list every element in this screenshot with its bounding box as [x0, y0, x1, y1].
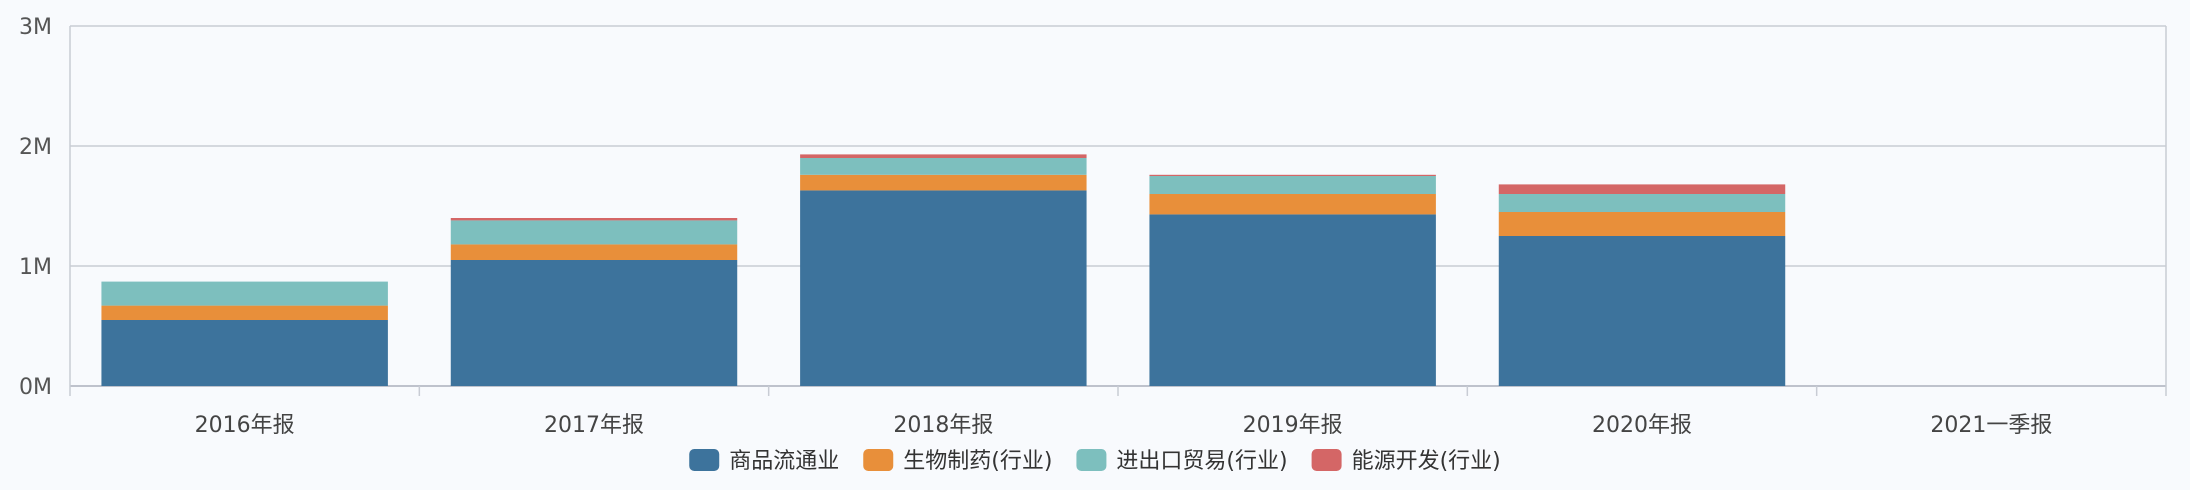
- bar-segment[interactable]: [1498, 184, 1786, 194]
- bar-segment[interactable]: [101, 305, 388, 320]
- legend-swatch: [863, 449, 894, 471]
- x-tick-label: 2018年报: [893, 413, 993, 438]
- y-tick-label: 3M: [19, 15, 52, 40]
- x-tick-label: 2021一季报: [1930, 413, 2052, 438]
- y-tick-label: 0M: [19, 375, 52, 400]
- bar-segment[interactable]: [1149, 176, 1436, 194]
- legend-item[interactable]: 能源开发(行业): [1311, 449, 1501, 474]
- bar-segment[interactable]: [101, 281, 388, 306]
- bar-segment[interactable]: [1149, 214, 1436, 386]
- bar-segment[interactable]: [800, 154, 1087, 158]
- legend: 商品流通业 生物制药(行业) 进出口贸易(行业) 能源开发(行业): [689, 449, 1501, 474]
- bar-segment[interactable]: [1498, 236, 1786, 386]
- bar-segment[interactable]: [1498, 194, 1786, 212]
- legend-label: 能源开发(行业): [1352, 449, 1501, 474]
- legend-label: 商品流通业: [729, 449, 839, 474]
- legend-label: 生物制药(行业): [903, 449, 1052, 474]
- bar-segment[interactable]: [450, 244, 738, 260]
- legend-swatch: [1311, 449, 1342, 471]
- bar-segment[interactable]: [800, 158, 1087, 175]
- bar-segment[interactable]: [1498, 212, 1786, 236]
- legend-item[interactable]: 生物制药(行业): [863, 449, 1052, 474]
- bar-segment[interactable]: [800, 190, 1087, 386]
- x-tick-label: 2016年报: [195, 413, 295, 438]
- bar-segment[interactable]: [450, 218, 738, 221]
- y-tick-label: 1M: [19, 255, 52, 280]
- bar-segment[interactable]: [101, 320, 388, 386]
- y-tick-label: 2M: [19, 135, 52, 160]
- bars: [101, 154, 1786, 386]
- bar-segment[interactable]: [450, 260, 738, 386]
- legend-swatch: [689, 449, 720, 471]
- x-tick-label: 2017年报: [544, 413, 644, 438]
- legend-item[interactable]: 商品流通业: [689, 449, 839, 474]
- x-tick-label: 2019年报: [1243, 413, 1343, 438]
- legend-label: 进出口贸易(行业): [1116, 449, 1287, 474]
- y-axis: 0M 1M 2M 3M: [19, 15, 52, 400]
- bar-segment[interactable]: [1149, 194, 1436, 215]
- bar-segment[interactable]: [450, 220, 738, 245]
- legend-item[interactable]: 进出口贸易(行业): [1076, 449, 1288, 474]
- bar-segment[interactable]: [800, 174, 1087, 191]
- x-tick-label: 2020年报: [1592, 413, 1692, 438]
- x-axis: 2016年报 2017年报 2018年报 2019年报 2020年报 2021一季报: [195, 386, 2052, 438]
- bar-segment[interactable]: [1149, 174, 1436, 176]
- legend-swatch: [1076, 449, 1107, 471]
